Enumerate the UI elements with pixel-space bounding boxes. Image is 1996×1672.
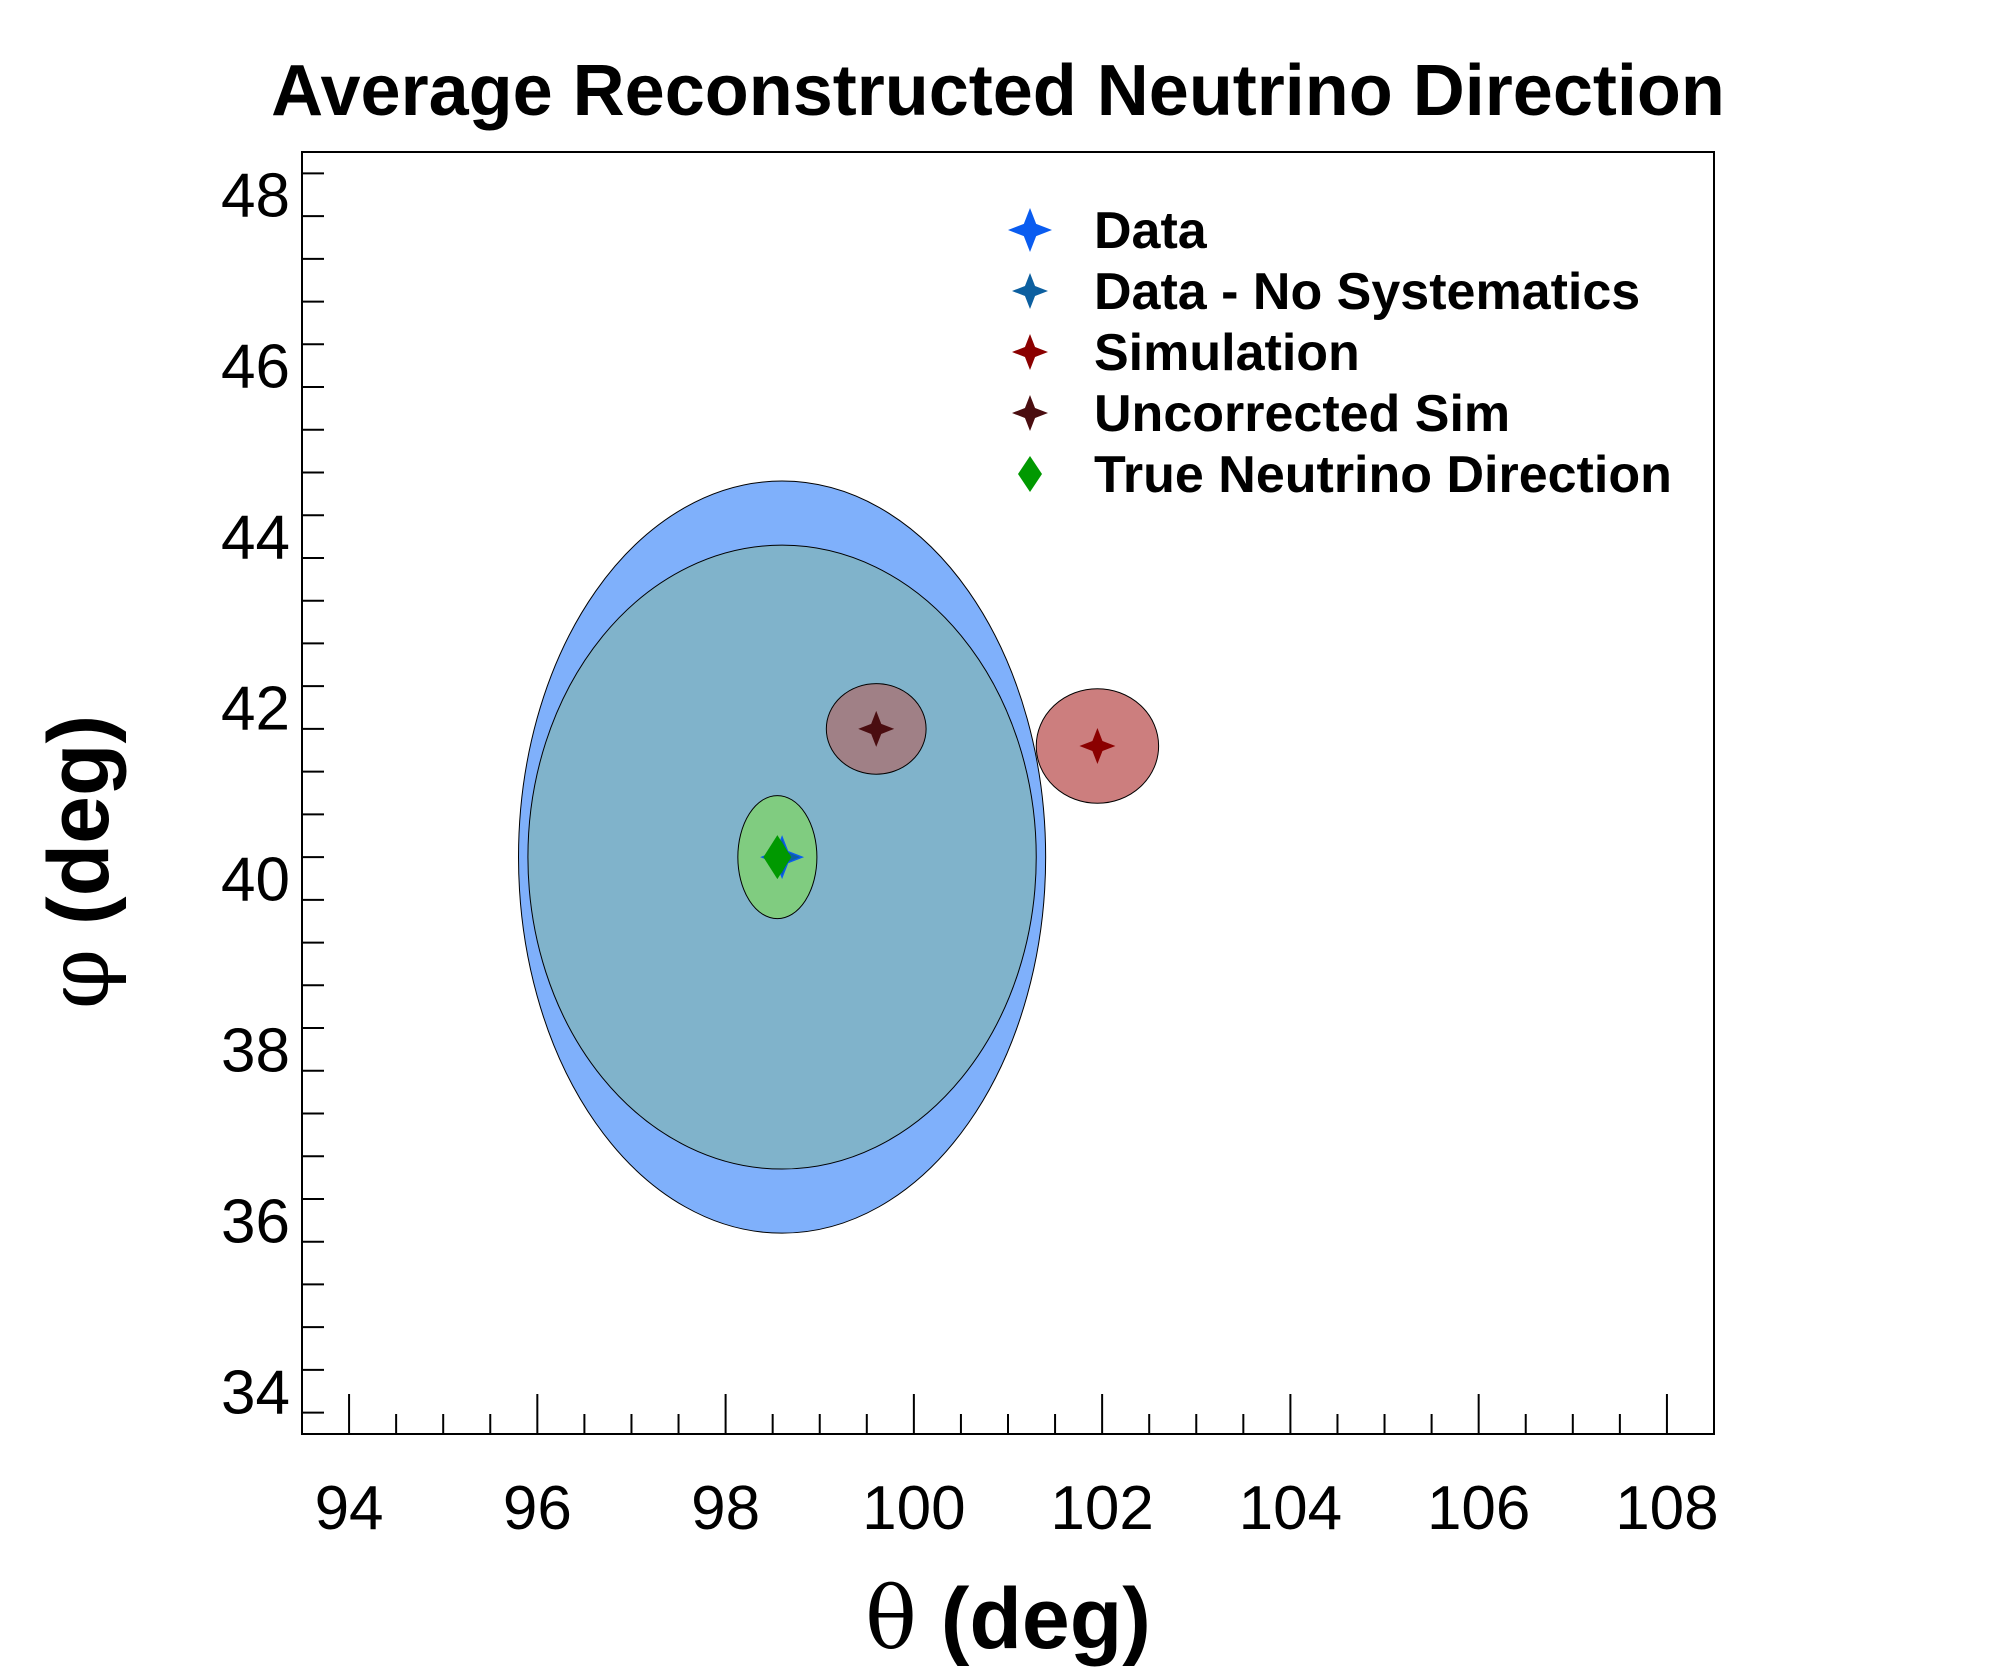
legend-label-1: Data - No Systematics bbox=[1094, 263, 1640, 321]
legend-marker-4 bbox=[1018, 456, 1042, 492]
y-axis: 34 36 38 40 42 44 46 48 bbox=[221, 162, 324, 1427]
y-tick-label: 36 bbox=[221, 1187, 290, 1256]
x-axis: 94 96 98 100 102 104 106 108 bbox=[315, 1394, 1719, 1543]
x-tick-label: 102 bbox=[1050, 1474, 1153, 1543]
y-tick-label: 46 bbox=[221, 333, 290, 402]
legend-label-3: Uncorrected Sim bbox=[1094, 385, 1510, 443]
data-point-2 bbox=[1079, 727, 1116, 764]
legend-label-0: Data bbox=[1094, 202, 1208, 260]
x-tick-label: 98 bbox=[691, 1474, 760, 1543]
y-tick-label: 34 bbox=[221, 1358, 290, 1427]
y-tick-label: 38 bbox=[221, 1016, 290, 1085]
legend-label-4: True Neutrino Direction bbox=[1094, 446, 1672, 504]
x-tick-label: 108 bbox=[1615, 1474, 1718, 1543]
y-axis-title: φ (deg) bbox=[29, 715, 129, 1009]
x-tick-label: 106 bbox=[1427, 1474, 1530, 1543]
y-axis-title-unit: (deg) bbox=[31, 715, 127, 949]
legend-marker-2 bbox=[1012, 334, 1048, 370]
data-point-4 bbox=[763, 835, 792, 880]
x-axis-title-symbol: θ bbox=[865, 1569, 917, 1669]
x-tick-label: 94 bbox=[315, 1474, 384, 1543]
legend-marker-0 bbox=[1008, 208, 1052, 252]
x-tick-label: 104 bbox=[1239, 1474, 1342, 1543]
legend-marker-3 bbox=[1012, 395, 1048, 431]
x-tick-label: 100 bbox=[862, 1474, 965, 1543]
legend-label-2: Simulation bbox=[1094, 324, 1360, 382]
plot-area bbox=[301, 151, 1715, 1435]
x-axis-title: θ (deg) bbox=[865, 1569, 1151, 1669]
y-tick-label: 44 bbox=[221, 504, 290, 573]
x-tick-label: 96 bbox=[503, 1474, 572, 1543]
chart-title: Average Reconstructed Neutrino Direction bbox=[271, 51, 1725, 131]
y-tick-label: 42 bbox=[221, 675, 290, 744]
y-tick-label: 48 bbox=[221, 162, 290, 231]
legend-marker-1 bbox=[1012, 273, 1048, 309]
y-tick-label: 40 bbox=[221, 845, 290, 914]
y-axis-title-symbol: φ bbox=[29, 949, 129, 1009]
x-axis-title-unit: (deg) bbox=[917, 1571, 1151, 1667]
data-point-3 bbox=[858, 710, 895, 747]
